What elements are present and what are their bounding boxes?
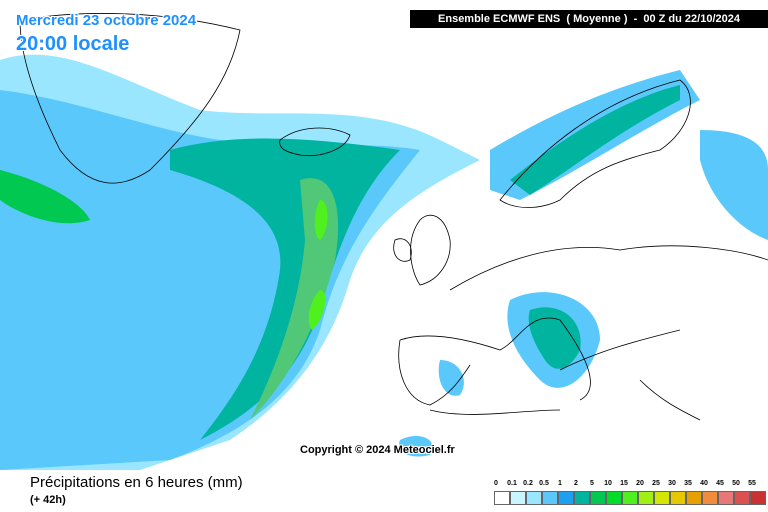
legend-swatch xyxy=(494,491,510,505)
precip-area xyxy=(399,360,464,457)
legend-swatch xyxy=(670,491,686,505)
footer-title: Précipitations en 6 heures (mm) xyxy=(30,474,243,491)
coastlines xyxy=(19,13,768,421)
legend-label: 5 xyxy=(590,480,594,487)
legend-label: 15 xyxy=(620,480,628,487)
legend-swatch xyxy=(526,491,542,505)
precip-area xyxy=(0,170,90,224)
legend-swatch xyxy=(686,491,702,505)
copyright: Copyright © 2024 Meteociel.fr xyxy=(300,444,455,456)
model-banner: Ensemble ECMWF ENS ( Moyenne ) - 00 Z du… xyxy=(410,10,768,28)
legend-label: 0.5 xyxy=(539,480,549,487)
legend-label: 0.1 xyxy=(507,480,517,487)
legend-swatch xyxy=(622,491,638,505)
legend-label: 30 xyxy=(668,480,676,487)
legend-label: 0 xyxy=(494,480,498,487)
legend-swatch xyxy=(718,491,734,505)
legend-label: 55 xyxy=(748,480,756,487)
legend-label: 2 xyxy=(574,480,578,487)
precip-area xyxy=(528,307,581,369)
precip-area xyxy=(250,178,339,420)
legend-label: 40 xyxy=(700,480,708,487)
legend-label: 0.2 xyxy=(523,480,533,487)
legend-swatch xyxy=(606,491,622,505)
legend-label: 50 xyxy=(732,480,740,487)
legend-label: 25 xyxy=(652,480,660,487)
precip-area xyxy=(170,138,400,440)
precip-area xyxy=(700,130,768,240)
map xyxy=(0,13,768,470)
precip-area xyxy=(308,200,328,330)
legend-label: 45 xyxy=(716,480,724,487)
legend-swatch xyxy=(734,491,750,505)
legend-swatch xyxy=(750,491,766,505)
legend-swatch xyxy=(558,491,574,505)
legend-swatch xyxy=(510,491,526,505)
legend-swatch xyxy=(574,491,590,505)
legend-swatch xyxy=(590,491,606,505)
legend-label: 10 xyxy=(604,480,612,487)
lead-time: (+ 42h) xyxy=(30,494,66,506)
legend: 0 0.1 0.2 0.5 1 2 5 10 15 20 25 30 35 40 45 50 55 xyxy=(494,480,766,510)
time: 20:00 locale xyxy=(16,33,130,55)
legend-swatch xyxy=(654,491,670,505)
legend-label: 20 xyxy=(636,480,644,487)
legend-label: 1 xyxy=(558,480,562,487)
legend-swatch xyxy=(702,491,718,505)
precip-area xyxy=(510,85,680,195)
legend-label: 35 xyxy=(684,480,692,487)
legend-swatch xyxy=(542,491,558,505)
date: Mercredi 23 octobre 2024 xyxy=(16,12,197,29)
legend-swatch xyxy=(638,491,654,505)
